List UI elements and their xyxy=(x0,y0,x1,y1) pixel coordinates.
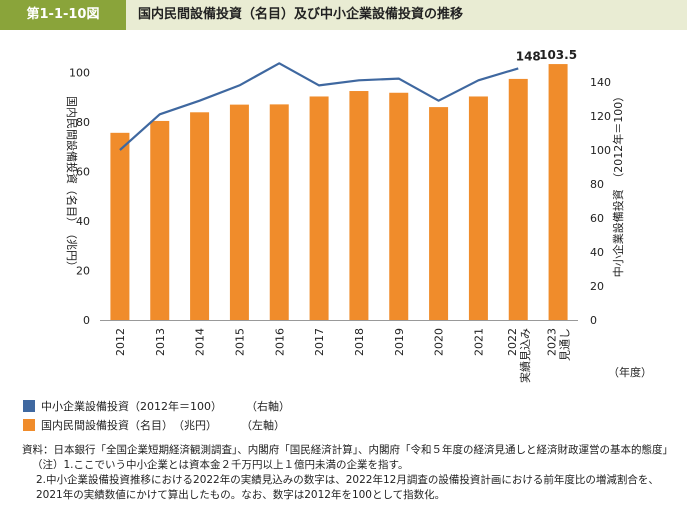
note-2: 2.中小企業設備投資推移における2022年の実績見込みの数字は、2022年12月… xyxy=(36,474,659,501)
legend-line-swatch xyxy=(23,400,35,412)
bar xyxy=(269,104,289,321)
y-right-tick-label: 60 xyxy=(590,212,604,225)
x-tick-label: 実績見込み xyxy=(518,328,532,383)
y-right-tick-label: 120 xyxy=(590,110,611,123)
line-series xyxy=(119,62,519,151)
x-tick-label: 2015 xyxy=(233,328,246,356)
legend-bar-swatch xyxy=(23,419,35,431)
bar xyxy=(429,107,449,321)
bar xyxy=(190,112,210,320)
x-tick-label: 2013 xyxy=(154,328,167,356)
bar xyxy=(508,78,528,320)
x-tick-label: 2012 xyxy=(114,328,127,356)
y-right-tick-label: 20 xyxy=(590,280,604,293)
y-left-tick-label: 60 xyxy=(76,166,90,179)
x-tick-label: 2020 xyxy=(433,328,446,356)
legend-line-label: 中小企業設備投資（2012年＝100） xyxy=(41,400,222,413)
y-right-tick-label: 140 xyxy=(590,76,611,89)
x-tick-label: 2018 xyxy=(353,328,366,356)
notes-block: 資料：日本銀行「全国企業短期経済観測調査」、内閣府「国民経済計算」、内閣府「令和… xyxy=(22,443,673,503)
y-left-tick-label: 20 xyxy=(76,265,90,278)
legend-bar-axis: （左軸） xyxy=(241,419,285,432)
legend-line-axis: （右軸） xyxy=(246,400,290,413)
x-tick-label: 2021 xyxy=(472,328,485,356)
x-tick-label: 2023 xyxy=(546,328,559,356)
bar xyxy=(150,120,170,320)
bar xyxy=(468,96,488,320)
note-1: （注）1.ここでいう中小企業とは資本金２千万円以上１億円未満の企業を指す。 xyxy=(32,459,409,471)
y-right-tick-label: 80 xyxy=(590,178,604,191)
line-last-value-label: 148 xyxy=(516,49,541,63)
figure-title: 国内民間設備投資（名目）及び中小企業設備投資の推移 xyxy=(138,7,464,22)
x-tick-label: 2016 xyxy=(273,328,286,356)
bar xyxy=(229,104,249,320)
y-right-tick-label: 40 xyxy=(590,246,604,259)
x-unit-label: （年度） xyxy=(608,365,652,379)
bar xyxy=(110,132,130,320)
legend-line-item: 中小企業設備投資（2012年＝100） （右軸） xyxy=(23,399,290,413)
source-note: 資料：日本銀行「全国企業短期経済観測調査」、内閣府「国民経済計算」、内閣府「令和… xyxy=(22,444,673,456)
x-tick-label: 見通し xyxy=(559,328,572,361)
y-right-axis-title: 中小企業設備投資 （2012年＝100） xyxy=(611,91,625,278)
y-right-tick-label: 100 xyxy=(590,144,611,157)
legend-bar-item: 国内民間設備投資（名目） （兆円） （左軸） xyxy=(23,418,285,432)
y-left-tick-label: 100 xyxy=(69,67,90,80)
figure-header: 第1-1-10図 国内民間設備投資（名目）及び中小企業設備投資の推移 xyxy=(0,0,687,30)
x-tick-label: 2014 xyxy=(194,328,207,356)
x-tick-label: 2019 xyxy=(393,328,406,356)
bar xyxy=(548,64,568,320)
y-left-axis-title: 国内民間設備投資（名目） （兆円） xyxy=(65,96,79,272)
figure-number: 第1-1-10図 xyxy=(0,0,126,30)
y-left-tick-label: 40 xyxy=(76,215,90,228)
y-right-tick-label: 0 xyxy=(590,314,597,327)
y-left-tick-label: 0 xyxy=(83,314,90,327)
x-tick-label: 2022 xyxy=(506,328,519,356)
bar xyxy=(309,96,329,320)
bar xyxy=(349,91,369,320)
legend-bar-label: 国内民間設備投資（名目） （兆円） xyxy=(41,419,217,432)
bar xyxy=(389,92,409,320)
x-tick-label: 2017 xyxy=(313,328,326,356)
y-left-tick-label: 80 xyxy=(76,116,90,129)
bar-last-value-label: 103.5 xyxy=(539,48,577,62)
